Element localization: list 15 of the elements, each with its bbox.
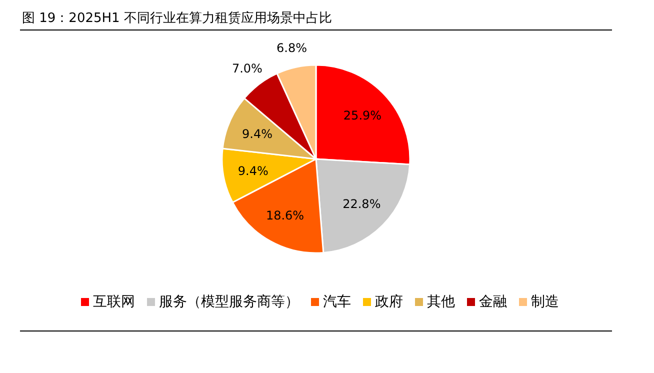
data-label: 9.4%	[238, 164, 268, 178]
data-label: 9.4%	[242, 127, 273, 142]
legend-label: 政府	[375, 294, 403, 310]
data-label: 22.8%	[342, 197, 381, 212]
legend-label: 金融	[479, 294, 507, 310]
legend-label: 汽车	[323, 294, 351, 310]
legend-label: 互联网	[93, 294, 135, 310]
data-label: 18.6%	[266, 208, 304, 222]
legend-label: 制造	[531, 294, 559, 310]
data-label: 25.9%	[343, 108, 382, 123]
data-label: 7.0%	[232, 62, 262, 76]
legend-label: 其他	[427, 294, 455, 310]
legend-label: 服务（模型服务商等）	[159, 294, 299, 310]
data-label: 6.8%	[276, 41, 308, 56]
chart-title: 图 19：2025H1 不同行业在算力租赁应用场景中占比	[22, 10, 332, 26]
